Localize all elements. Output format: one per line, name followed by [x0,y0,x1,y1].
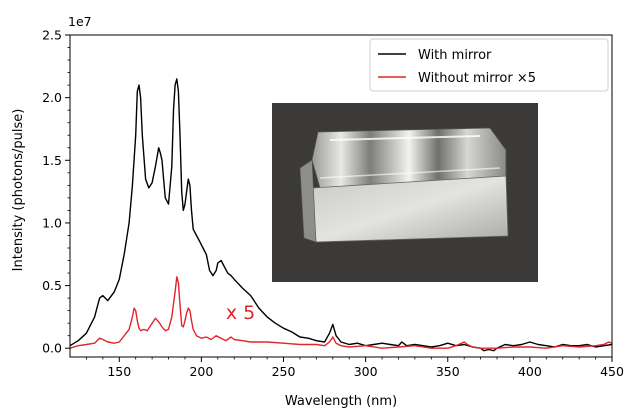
y-tick-label: 2.5 [42,28,62,43]
x-tick-label: 300 [354,364,378,379]
mirror-block-front [311,175,509,243]
y-tick-label: 0.5 [42,278,62,293]
mirror-highlight [329,135,481,141]
y-tick-label: 0.0 [42,341,62,356]
legend: With mirror Without mirror ×5 [369,38,609,92]
annotations: x 5 [226,302,255,324]
axes-frame [69,34,613,358]
mirror-block-side [299,159,317,243]
annotation-x5: x 5 [226,302,255,324]
x-tick-label: 450 [600,364,624,379]
legend-box [369,38,609,92]
inset-photo [272,103,538,282]
series-line-without-mirror [70,276,612,349]
x-tick-label: 350 [436,364,460,379]
x-tick-label: 150 [107,364,131,379]
y-tick-label: 1.5 [42,153,62,168]
y-axis-label: Intensity (photons/pulse) [11,109,26,272]
y-scale-multiplier: 1e7 [68,14,92,29]
axes: 150 200 250 300 350 400 450 0.0 0.5 1.0 1.5 2.0 2.5 [42,28,624,380]
axis-labels: Intensity (photons/pulse) Wavelength (nm… [11,14,397,409]
x-axis-label: Wavelength (nm) [285,394,397,409]
legend-entry: Without mirror ×5 [418,71,536,86]
y-tick-label: 2.0 [42,90,62,105]
y-tick-label: 1.0 [42,215,62,230]
series-line-with-mirror [70,78,612,352]
x-tick-label: 400 [518,364,542,379]
series-layer [70,78,612,352]
x-tick-label: 250 [272,364,296,379]
mirror-highlight-2 [319,167,501,179]
x-tick-label: 200 [189,364,213,379]
legend-entry: With mirror [418,48,492,63]
